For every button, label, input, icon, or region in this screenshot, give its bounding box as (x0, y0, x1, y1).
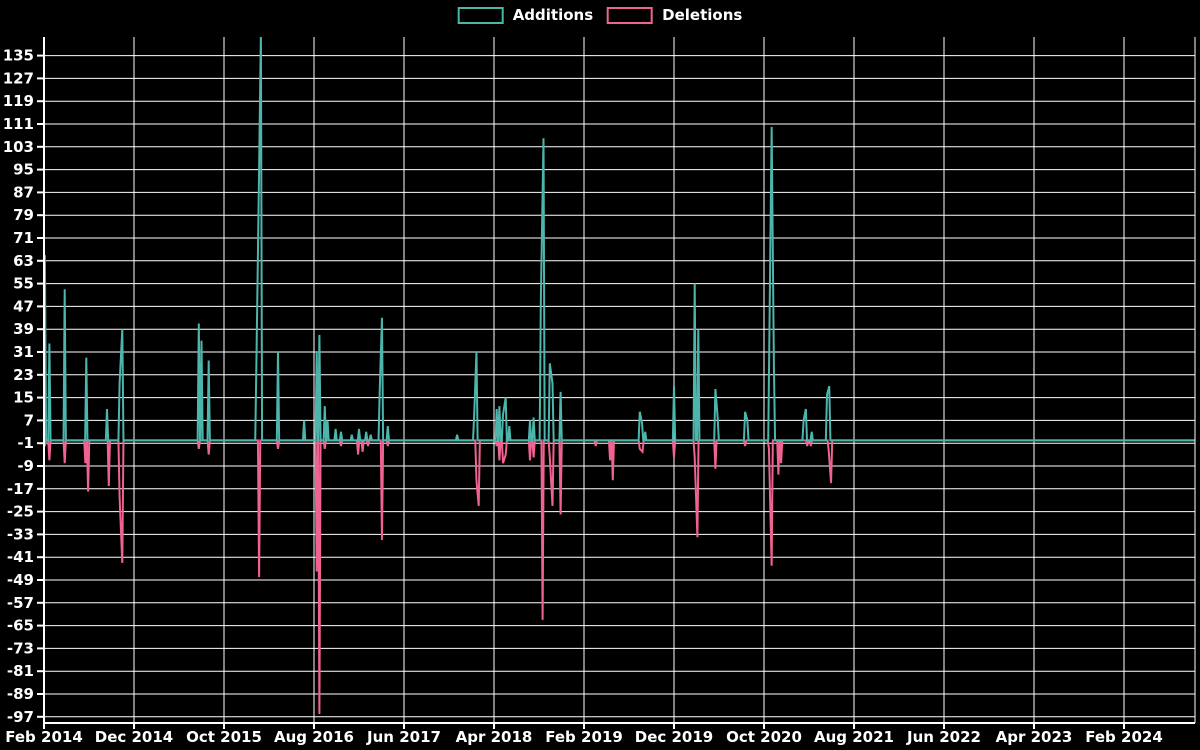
y-tick-label: 71 (13, 229, 34, 247)
y-tick-label: 55 (13, 275, 34, 293)
x-tick-label: Jun 2017 (366, 728, 441, 746)
y-tick-label: 119 (3, 92, 34, 110)
deletions-line (44, 439, 1195, 714)
y-tick-label: -49 (7, 571, 34, 589)
y-tick-label: 127 (3, 69, 34, 87)
y-tick-label: -89 (7, 685, 34, 703)
legend-item-deletions: Deletions (607, 7, 742, 24)
y-tick-label: 95 (13, 161, 34, 179)
x-tick-label: Oct 2020 (726, 728, 802, 746)
y-tick-label: 63 (13, 252, 34, 270)
x-tick-label: Apr 2018 (456, 728, 533, 746)
additions-line (44, 37, 1195, 442)
y-tick-label: 39 (13, 320, 34, 338)
y-tick-label: -41 (7, 548, 34, 566)
legend-label-additions: Additions (512, 6, 594, 24)
x-tick-label: Aug 2021 (814, 728, 894, 746)
additions-swatch-icon (457, 7, 504, 24)
y-tick-label: 87 (13, 183, 34, 201)
y-tick-label: -81 (7, 662, 34, 680)
y-tick-label: -9 (17, 457, 34, 475)
x-tick-label: Feb 2019 (545, 728, 623, 746)
x-tick-label: Dec 2014 (95, 728, 174, 746)
x-tick-label: Dec 2019 (635, 728, 714, 746)
x-tick-label: Jun 2022 (906, 728, 981, 746)
y-tick-label: -17 (7, 480, 34, 498)
deletions-swatch-icon (607, 7, 654, 24)
y-tick-label: -57 (7, 594, 34, 612)
x-tick-label: Oct 2015 (186, 728, 262, 746)
y-tick-label: 103 (3, 138, 34, 156)
y-tick-label: 7 (24, 411, 34, 429)
x-tick-label: Apr 2023 (996, 728, 1073, 746)
legend-item-additions: Additions (457, 6, 594, 24)
y-tick-label: 111 (3, 115, 34, 133)
legend-label-deletions: Deletions (662, 6, 743, 24)
y-tick-label: -73 (7, 639, 34, 657)
y-tick-label: 23 (13, 366, 34, 384)
y-tick-label: -1 (17, 434, 34, 452)
x-tick-label: Aug 2016 (274, 728, 354, 746)
y-tick-label: 31 (13, 343, 34, 361)
x-tick-label: Feb 2014 (5, 728, 83, 746)
chart-legend: Additions Deletions (457, 6, 742, 24)
y-tick-label: -97 (7, 708, 34, 726)
y-tick-label: -33 (7, 525, 34, 543)
y-tick-label: -65 (7, 617, 34, 635)
y-tick-label: 135 (3, 47, 34, 65)
x-tick-label: Feb 2024 (1085, 728, 1163, 746)
y-tick-label: 79 (13, 206, 34, 224)
y-tick-label: -25 (7, 503, 34, 521)
y-tick-label: 15 (13, 389, 34, 407)
y-tick-label: 47 (13, 297, 34, 315)
